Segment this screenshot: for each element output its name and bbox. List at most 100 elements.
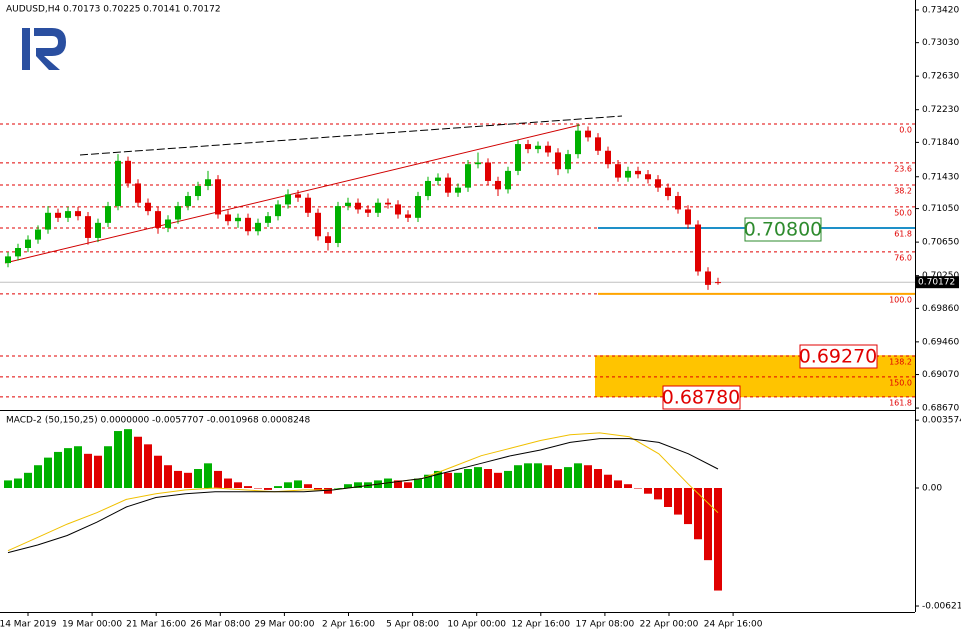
candle-body [325, 236, 331, 243]
macd-bar [294, 480, 302, 489]
fib-label: 38.2 [894, 186, 912, 195]
annotation: 0.69270 [799, 346, 878, 368]
logo [22, 28, 66, 70]
candle-body [685, 209, 691, 225]
macd-bar [614, 480, 622, 489]
candle-body [645, 174, 651, 180]
candle-body [405, 214, 411, 218]
x-tick-label: 21 Mar 16:00 [126, 620, 186, 630]
resistance-trendline [79, 115, 623, 156]
macd-bar [144, 444, 152, 489]
candle-body [235, 217, 241, 222]
macd-bar [194, 469, 202, 489]
macd-bar [34, 465, 42, 489]
candle-body [135, 183, 141, 203]
macd-y-tick-label: -0.006215 [922, 602, 961, 612]
fib-label: 50.0 [894, 208, 912, 217]
candle-body [115, 160, 121, 207]
candle-body [555, 152, 561, 170]
macd-bar [434, 470, 442, 489]
candle-body [15, 247, 21, 257]
candle-body [385, 202, 391, 205]
candle-body [85, 216, 91, 238]
x-tick-label: 2 Apr 16:00 [322, 620, 375, 630]
candle-body [225, 214, 231, 222]
macd-y-tick-label: 0.0035745 [922, 416, 961, 426]
x-tick-label: 19 Mar 00:00 [62, 620, 122, 630]
macd-bar [544, 465, 552, 489]
candle-body [265, 216, 271, 223]
candle-body [25, 239, 31, 248]
y-tick-label: 0.68670 [922, 404, 959, 414]
candle-body [175, 206, 181, 220]
candle-body [55, 212, 61, 218]
macd-bar [164, 465, 172, 489]
current-price-box [915, 276, 959, 289]
candle-body [435, 177, 441, 181]
candle-body [535, 145, 541, 150]
macd-bar [474, 467, 482, 489]
fib-label: 76.0 [894, 253, 912, 262]
macd-bar [214, 470, 222, 489]
candle-body [355, 202, 361, 210]
macd-bar [404, 482, 412, 489]
candle-body [145, 202, 151, 212]
macd-bar [24, 472, 32, 489]
macd-bar [644, 488, 652, 494]
macd-bar [224, 478, 232, 489]
y-tick-label: 0.70650 [922, 238, 959, 248]
fib-label: 0.0 [899, 125, 912, 134]
macd-bar [424, 474, 432, 489]
macd-bar [264, 488, 272, 490]
candle-body [455, 187, 461, 193]
macd-bar [304, 484, 312, 489]
candle-body [35, 229, 41, 240]
macd-bar [154, 455, 162, 489]
candle-body [615, 164, 621, 178]
macd-bar [414, 478, 422, 489]
macd-bar [244, 486, 252, 489]
x-tick-label: 5 Apr 08:00 [386, 620, 439, 630]
macd-bar [354, 482, 362, 489]
candle-body [475, 162, 481, 165]
candle-body [45, 212, 51, 230]
annotations: 0.70800 0.69270 0.68780 [662, 217, 878, 410]
macd-bar [494, 472, 502, 489]
macd-bar [84, 453, 92, 489]
candle-body [215, 179, 221, 215]
macd-bar [654, 488, 662, 500]
candle-body [665, 187, 671, 197]
x-tick-label: 22 Apr 00:00 [640, 620, 699, 630]
candle-body [655, 179, 661, 188]
macd-bar [504, 470, 512, 489]
candle-body [705, 271, 711, 285]
macd-bar [274, 486, 282, 489]
macd-bar [14, 478, 22, 489]
candle-body [195, 185, 201, 197]
candle-body [515, 144, 521, 171]
candle-body [285, 194, 291, 205]
macd-bar [254, 488, 262, 489]
candle-body [485, 162, 491, 181]
macd-bar [324, 488, 332, 494]
candle-body [245, 217, 251, 232]
candle-body [95, 222, 101, 238]
fib-label: 23.6 [894, 164, 912, 173]
macd-bar [714, 488, 722, 591]
candle-body [585, 130, 591, 138]
macd-bar [114, 431, 122, 489]
macd-main-line [7, 438, 719, 554]
chart-title: AUDUSD,H4 0.70173 0.70225 0.70141 0.7017… [6, 5, 221, 15]
candle-body [465, 164, 471, 188]
macd-y-tick-label: 0.00 [922, 484, 942, 494]
macd-bar [524, 463, 532, 489]
macd-bar [94, 455, 102, 489]
macd-bar [594, 469, 602, 489]
current-price-label: 0.70172 [918, 278, 955, 288]
candle-body [125, 160, 131, 184]
y-tick-label: 0.71050 [922, 204, 959, 214]
annotation: 0.68780 [662, 387, 741, 409]
annotation-box [799, 344, 878, 369]
y-tick-label: 0.72230 [922, 105, 959, 115]
